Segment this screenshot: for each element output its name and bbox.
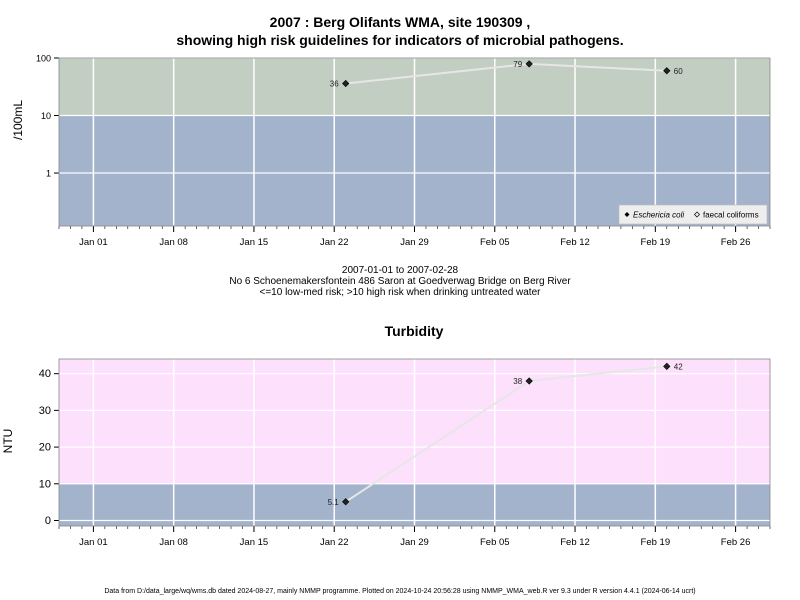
data-point (525, 60, 533, 68)
x-tick-label: Jan 15 (240, 537, 269, 548)
turbidity-title: Turbidity (384, 323, 444, 339)
x-tick-label: Feb 19 (641, 537, 671, 548)
plot-frame (58, 358, 771, 527)
y-tick-label: 10 (41, 111, 51, 121)
x-tick-label: Jan 08 (159, 237, 188, 248)
caption-risk-note: <=10 low-med risk; >10 high risk when dr… (259, 287, 541, 298)
chart-title-line2: showing high risk guidelines for indicat… (176, 32, 624, 48)
data-label: 42 (674, 362, 683, 371)
data-label: 36 (330, 80, 339, 89)
x-tick-label: Feb 26 (721, 537, 751, 548)
x-tick-label: Feb 26 (721, 237, 751, 248)
y-tick-label: 0 (45, 515, 51, 527)
x-tick-label: Jan 08 (159, 537, 188, 548)
x-tick-label: Feb 19 (641, 237, 671, 248)
data-point (663, 362, 671, 370)
legend-label-ecoli: Eschericia coli (633, 211, 684, 220)
data-point (342, 498, 350, 506)
data-label: 60 (674, 67, 683, 76)
y-tick-label: 100 (36, 54, 51, 64)
data-point (525, 377, 533, 385)
x-tick-label: Feb 05 (480, 237, 510, 248)
data-label: 38 (513, 377, 522, 386)
data-point (663, 67, 671, 75)
legend-marker-ecoli (624, 212, 630, 217)
x-tick-label: Feb 12 (560, 237, 590, 248)
y-tick-label: 1 (46, 169, 51, 179)
legend-box (618, 204, 768, 225)
x-tick-label: Jan 29 (400, 237, 429, 248)
y-tick-label: 10 (39, 478, 51, 490)
microbial-chart: Jan 01 Jan 08 Jan 15 Jan 22 Jan 29 Feb 05 Feb … (36, 54, 771, 248)
footer-note: Data from D:/data_large/wq/wms.db dated … (104, 588, 696, 595)
plot-frame (58, 57, 771, 227)
y-tick-label: 40 (39, 368, 51, 380)
legend-marker-faecal (694, 211, 700, 218)
x-tick-label: Jan 15 (240, 237, 269, 248)
caption-site: No 6 Schoenemakersfontein 486 Saron at G… (229, 276, 571, 287)
data-label: 5.1 (328, 498, 340, 507)
x-tick-label: Feb 12 (560, 537, 590, 548)
turbidity-chart: Jan 01 Jan 08 Jan 15 Jan 22 Jan 29 Feb 05 Feb … (39, 358, 771, 548)
y-tick-label: 20 (39, 442, 51, 454)
x-tick-label: Jan 22 (320, 237, 349, 248)
legend-label-faecal: faecal coliforms (703, 211, 759, 220)
caption-date-range: 2007-01-01 to 2007-02-28 (341, 265, 459, 276)
data-label: 79 (513, 60, 522, 69)
x-tick-label: Jan 01 (79, 237, 108, 248)
chart-title-line1: 2007 : Berg Olifants WMA, site 190309 , (269, 14, 531, 30)
x-tick-label: Jan 01 (79, 537, 108, 548)
x-tick-label: Feb 05 (480, 537, 510, 548)
data-point (342, 79, 350, 88)
x-tick-label: Jan 29 (400, 537, 429, 548)
y-tick-label: 30 (39, 405, 51, 417)
x-tick-label: Jan 22 (320, 537, 349, 548)
